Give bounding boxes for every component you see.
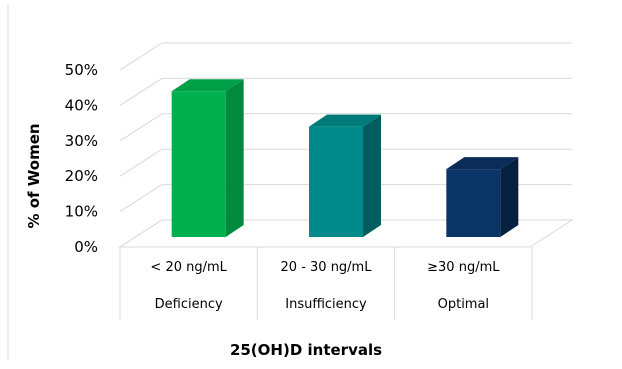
gridline-depth <box>119 113 163 142</box>
bar-front <box>309 126 363 237</box>
bar <box>171 79 244 238</box>
category-sublabel: Deficiency <box>155 297 223 312</box>
category-sublabel: Insufficiency <box>285 297 367 312</box>
bar <box>309 114 381 237</box>
bar-side <box>363 114 381 237</box>
bar-top <box>309 114 381 127</box>
category-table: < 20 ng/mL Deficiency 20 - 30 ng/mL Insuffi… <box>119 247 533 320</box>
y-tick-label: 40% <box>65 96 98 114</box>
y-tick-labels: 0% 10% 20% 30% 40% 50% <box>65 61 98 256</box>
bar-front <box>171 91 226 238</box>
bar-side <box>225 79 244 238</box>
y-tick-label: 30% <box>65 132 98 150</box>
bars <box>171 79 519 238</box>
category-sublabel: Optimal <box>438 297 489 312</box>
y-tick-label: 0% <box>74 238 98 256</box>
bar <box>446 157 519 237</box>
gridline-depth <box>119 42 163 71</box>
x-axis-title: 25(OH)D intervals <box>230 341 382 359</box>
category-label: ≥30 ng/mL <box>427 260 500 275</box>
category-label: < 20 ng/mL <box>150 260 227 275</box>
gridline-depth <box>119 148 163 177</box>
y-tick-label: 10% <box>65 203 98 221</box>
gridline-depth <box>119 184 163 213</box>
bar-front <box>446 169 501 237</box>
y-axis-title: % of Women <box>25 123 43 228</box>
gridline-depth <box>119 77 163 106</box>
y-tick-label: 20% <box>65 167 98 185</box>
bar-side <box>500 157 519 237</box>
bar-top <box>171 79 244 92</box>
category-label: 20 - 30 ng/mL <box>281 260 373 275</box>
bar-top <box>446 157 519 170</box>
y-tick-label: 50% <box>65 61 98 79</box>
